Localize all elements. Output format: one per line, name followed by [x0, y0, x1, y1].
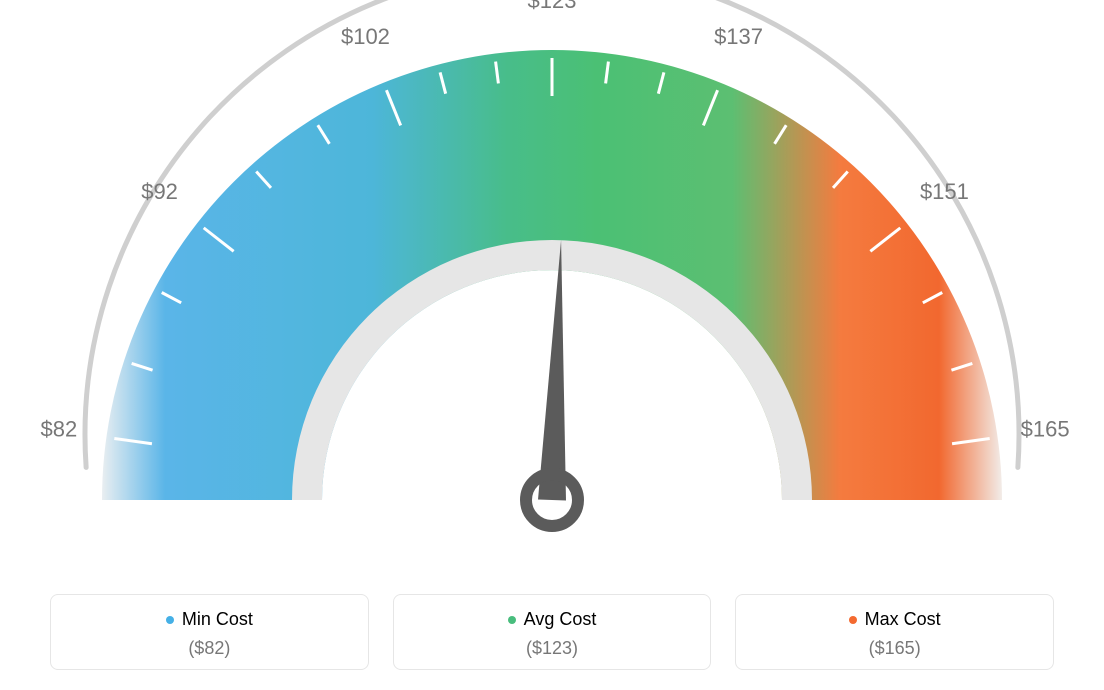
legend-value-max: ($165): [736, 638, 1053, 659]
dot-icon: [849, 616, 857, 624]
legend-box-avg: Avg Cost ($123): [393, 594, 712, 670]
legend-row: Min Cost ($82) Avg Cost ($123) Max Cost …: [50, 594, 1054, 670]
dot-icon: [508, 616, 516, 624]
legend-value-min: ($82): [51, 638, 368, 659]
legend-label-text: Min Cost: [182, 609, 253, 630]
gauge-svg: $82 $92 $102 $123 $137 $151 $165: [0, 0, 1104, 560]
legend-box-max: Max Cost ($165): [735, 594, 1054, 670]
legend-label-max: Max Cost: [849, 609, 941, 630]
legend-box-min: Min Cost ($82): [50, 594, 369, 670]
svg-text:$123: $123: [528, 0, 577, 13]
dot-icon: [166, 616, 174, 624]
svg-text:$137: $137: [714, 24, 763, 49]
legend-label-avg: Avg Cost: [508, 609, 597, 630]
legend-value-avg: ($123): [394, 638, 711, 659]
legend-label-text: Avg Cost: [524, 609, 597, 630]
gauge-chart: $82 $92 $102 $123 $137 $151 $165: [0, 0, 1104, 560]
svg-text:$151: $151: [920, 179, 969, 204]
svg-text:$92: $92: [141, 179, 178, 204]
svg-text:$165: $165: [1021, 417, 1070, 442]
legend-label-min: Min Cost: [166, 609, 253, 630]
svg-text:$102: $102: [341, 24, 390, 49]
legend-label-text: Max Cost: [865, 609, 941, 630]
svg-text:$82: $82: [40, 417, 77, 442]
